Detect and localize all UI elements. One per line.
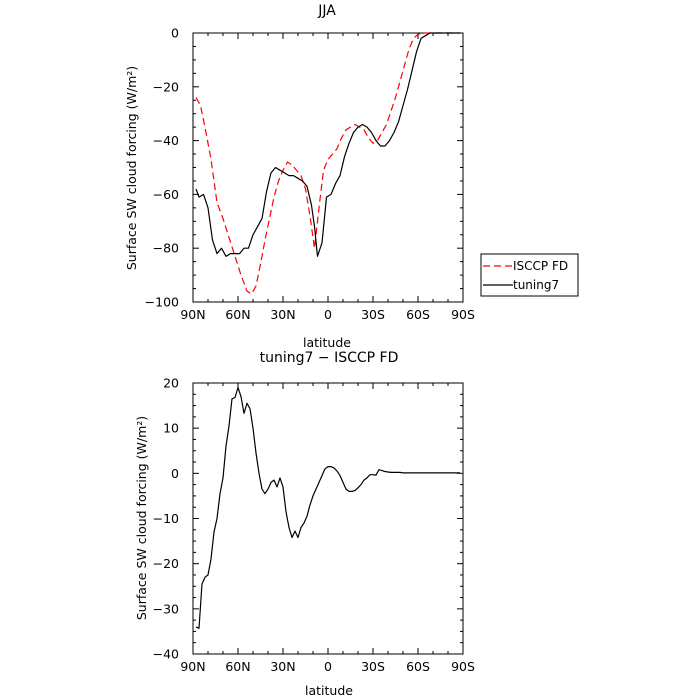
chart-bottom-y-tick-label: −30	[153, 601, 179, 616]
chart-top-x-tick-label: 90S	[451, 307, 475, 322]
chart-bottom-y-tick-label: 0	[171, 466, 179, 481]
chart-top-x-tick-label: 60S	[406, 307, 430, 322]
chart-bottom-x-tick-label: 30N	[270, 659, 295, 674]
chart-bottom-y-tick-label: −20	[153, 556, 179, 571]
chart-bottom-x-axis-label: latitude	[305, 683, 353, 698]
chart-top-y-axis-label: Surface SW cloud forcing (W/m²)	[124, 66, 139, 270]
chart-bottom-y-axis-label: Surface SW cloud forcing (W/m²)	[134, 416, 149, 620]
chart-bottom-x-tick-label: 90N	[180, 659, 205, 674]
legend-label-tuning7: tuning7	[513, 278, 559, 292]
chart-top-x-tick-label: 60N	[225, 307, 250, 322]
chart-top-series-isccp-fd-line	[195, 32, 460, 295]
chart-bottom-x-tick-label: 60N	[225, 659, 250, 674]
chart-top-y-tick-label: −80	[153, 241, 179, 256]
chart-bottom-x-tick-label: 60S	[406, 659, 430, 674]
chart-top-y-tick-label: −40	[153, 133, 179, 148]
chart-top-x-tick-label: 30N	[270, 307, 295, 322]
chart-top-x-tick-label: 90N	[180, 307, 205, 322]
chart-bottom-y-tick-label: −10	[153, 511, 179, 526]
chart-top-series-tuning7-line	[195, 32, 460, 257]
chart-top-y-tick-label: −100	[145, 295, 179, 310]
chart-top-x-tick-label: 30S	[361, 307, 385, 322]
chart-bottom: tuning7 − ISCCP FD 90N 60N 30N 0 30S 60S 90S 20…	[134, 350, 475, 698]
chart-bottom-y-tick-label: 20	[163, 376, 179, 391]
chart-top: JJA 90N 60N 30N 0 30S 60S 90S 0 −20 −40 −60 −80 −100…	[124, 3, 579, 350]
chart-bottom-x-tick-label: 90S	[451, 659, 475, 674]
chart-bottom-plot-area: 90N 60N 30N 0 30S 60S 90S 20 10 0 −10 −20 −30 −40	[153, 376, 475, 675]
chart-bottom-y-tick-label: −40	[153, 647, 179, 662]
chart-bottom-x-tick-label: 30S	[361, 659, 385, 674]
chart-top-legend: ISCCP FD tuning7	[480, 253, 579, 297]
chart-bottom-series-difference-line	[195, 386, 460, 629]
chart-bottom-x-tick-label: 0	[324, 659, 332, 674]
chart-bottom-title: tuning7 − ISCCP FD	[260, 350, 399, 366]
chart-bottom-y-tick-label: 10	[163, 421, 179, 436]
chart-top-y-tick-label: −60	[153, 187, 179, 202]
chart-top-frame	[192, 32, 464, 303]
chart-top-y-tick-label: −20	[153, 79, 179, 94]
chart-top-title: JJA	[317, 3, 336, 19]
chart-top-plot-area: 90N 60N 30N 0 30S 60S 90S 0 −20 −40 −60 −80 −100	[145, 26, 475, 323]
legend-label-isccp: ISCCP FD	[513, 259, 568, 273]
chart-top-x-axis-label: latitude	[303, 335, 351, 350]
chart-top-y-tick-label: 0	[171, 26, 179, 41]
legend-box	[480, 253, 579, 297]
chart-top-x-tick-label: 0	[324, 307, 332, 322]
chart-bottom-frame	[192, 382, 464, 655]
